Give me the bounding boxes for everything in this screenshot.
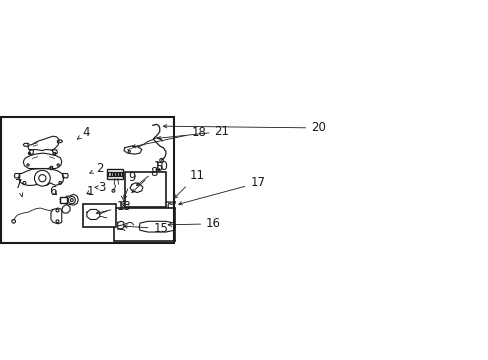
Circle shape [121,202,126,207]
Bar [114,208,176,241]
Circle shape [91,215,94,217]
Bar [107,168,123,179]
Bar [83,204,115,227]
Circle shape [195,185,199,189]
Polygon shape [23,153,61,168]
Text: 17: 17 [179,176,264,205]
Circle shape [145,186,147,189]
Circle shape [147,186,150,189]
Text: 20: 20 [163,121,325,134]
Bar [124,172,166,207]
Circle shape [68,197,75,204]
Text: 21: 21 [157,125,229,140]
Text: 6: 6 [49,185,57,198]
Circle shape [133,185,139,191]
Bar [111,172,113,176]
Circle shape [70,199,73,202]
Text: 4: 4 [77,126,90,139]
Circle shape [87,215,90,217]
Circle shape [127,186,129,188]
Text: 7: 7 [15,178,22,197]
Bar [49,166,52,168]
Text: 3: 3 [95,181,105,194]
Text: 12: 12 [0,359,1,360]
Circle shape [142,186,145,189]
Bar [117,172,119,176]
Polygon shape [19,168,64,185]
Circle shape [191,174,195,179]
Polygon shape [168,202,182,211]
Circle shape [128,150,130,152]
Bar [188,174,191,176]
Text: 9: 9 [123,171,136,199]
Text: 1: 1 [86,185,94,198]
Text: 13: 13 [96,201,131,214]
Circle shape [169,225,174,230]
Bar [60,197,67,203]
Text: 18: 18 [132,126,206,148]
Circle shape [12,220,16,223]
Text: 11: 11 [174,169,204,198]
Polygon shape [65,194,78,205]
Text: 16: 16 [168,217,221,230]
Circle shape [140,225,145,230]
Text: 14: 14 [0,359,1,360]
Bar [114,172,116,176]
Text: 10: 10 [136,160,168,186]
Bar [108,172,110,176]
Text: 22: 22 [0,359,1,360]
Circle shape [195,210,198,213]
Bar [120,172,122,176]
Text: 15: 15 [124,222,168,235]
Circle shape [199,198,202,201]
Text: 2: 2 [90,162,103,175]
Text: 19: 19 [0,359,1,360]
Text: 5: 5 [155,161,162,174]
Polygon shape [28,136,59,150]
Circle shape [39,175,46,182]
Circle shape [34,170,50,186]
Circle shape [112,189,115,192]
Text: 8: 8 [132,166,157,193]
Circle shape [160,158,163,162]
